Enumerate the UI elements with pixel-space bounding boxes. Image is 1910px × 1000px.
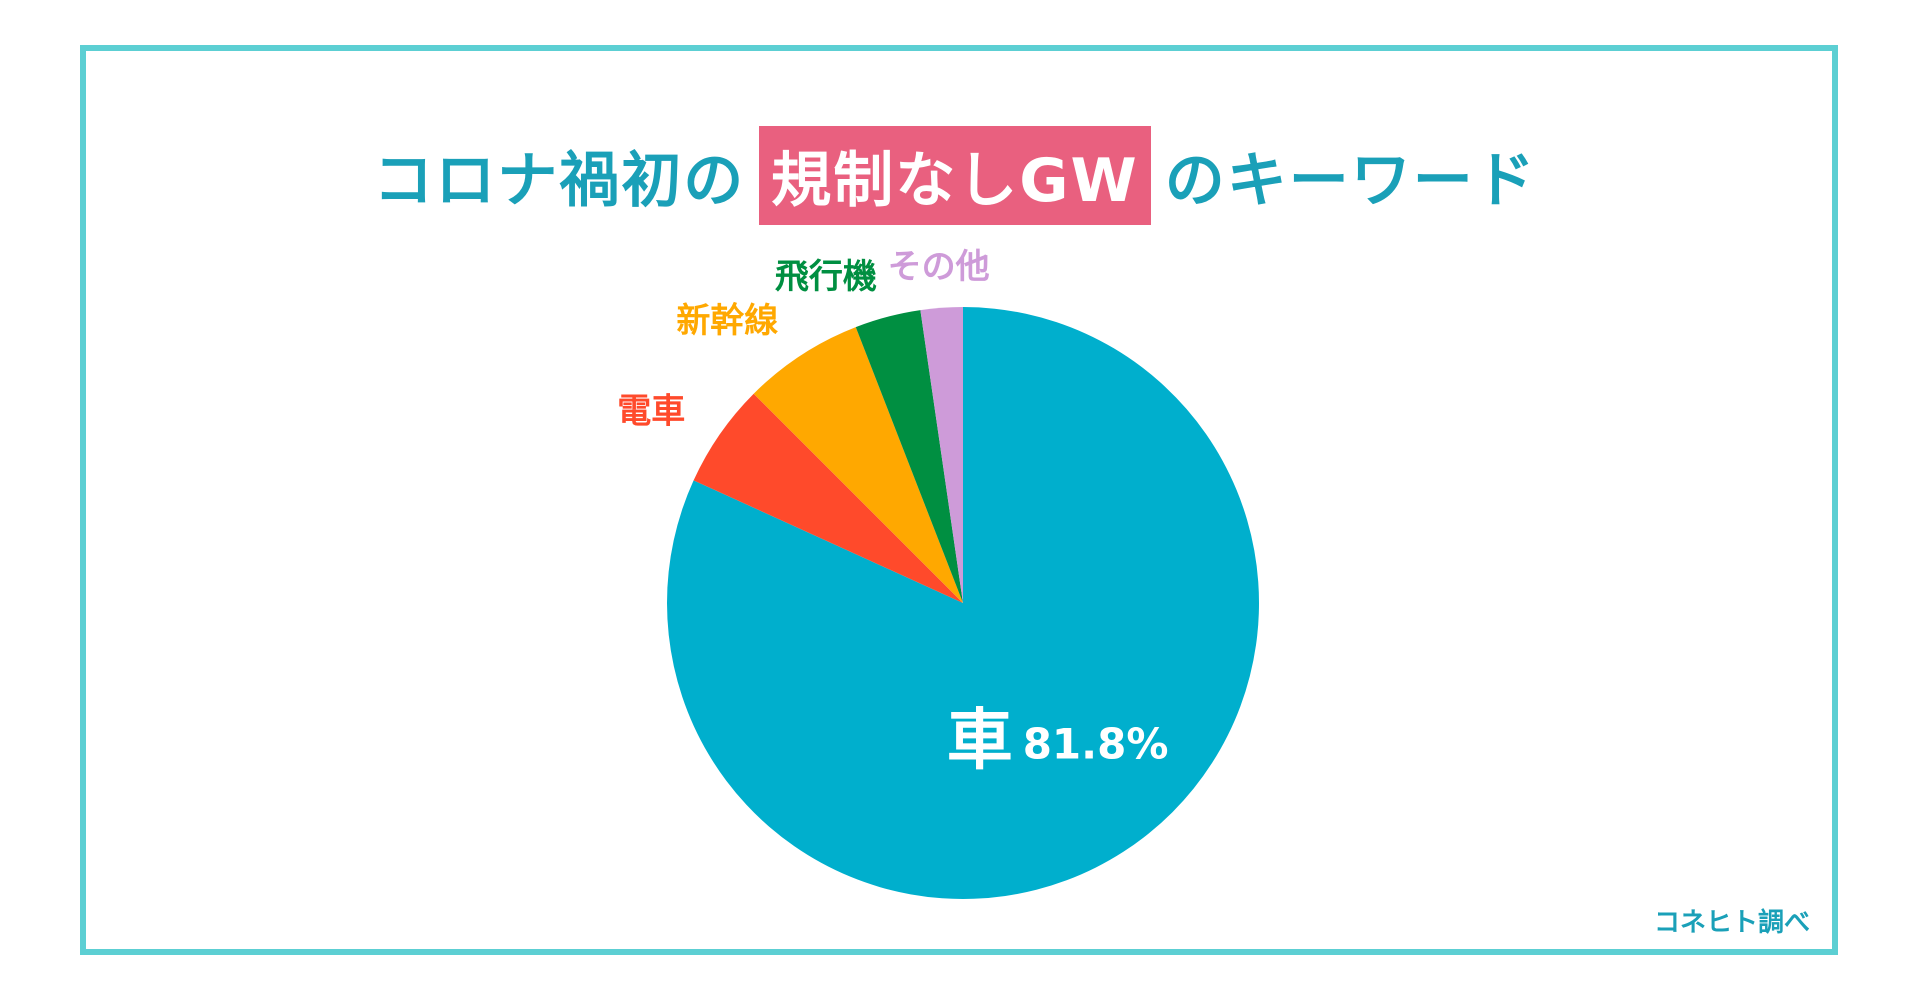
pie-slice: [693, 393, 963, 603]
pie-slice: [855, 310, 963, 603]
title-highlight: 規制なしGW: [759, 125, 1151, 225]
slice-label: 車: [947, 701, 1013, 778]
pie-slice: [753, 327, 963, 603]
pie-slice: [920, 307, 963, 603]
chart-frame: [80, 45, 1838, 955]
title-suffix: のキーワード: [1164, 145, 1537, 216]
source-note: コネヒト調べ: [1653, 908, 1810, 938]
pie-slice: [667, 307, 1260, 899]
slice-label: 新幹線: [676, 301, 778, 341]
title-prefix: コロナ禍初の: [373, 145, 746, 216]
slice-label: その他: [888, 247, 990, 287]
slice-label: 電車: [617, 391, 685, 431]
slice-value-label: 81.8%: [1023, 719, 1169, 768]
slice-label: 飛行機: [775, 257, 877, 297]
chart-title: コロナ禍初の 規制なしGW のキーワード: [0, 125, 1910, 225]
